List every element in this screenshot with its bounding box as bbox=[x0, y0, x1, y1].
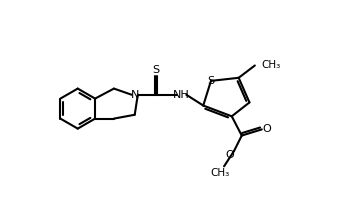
Text: O: O bbox=[225, 150, 234, 160]
Text: S: S bbox=[208, 76, 215, 86]
Text: N: N bbox=[130, 90, 139, 100]
Text: CH₃: CH₃ bbox=[211, 167, 230, 177]
Text: S: S bbox=[153, 65, 160, 75]
Text: NH: NH bbox=[173, 90, 190, 100]
Text: CH₃: CH₃ bbox=[261, 60, 280, 70]
Text: O: O bbox=[262, 124, 271, 134]
